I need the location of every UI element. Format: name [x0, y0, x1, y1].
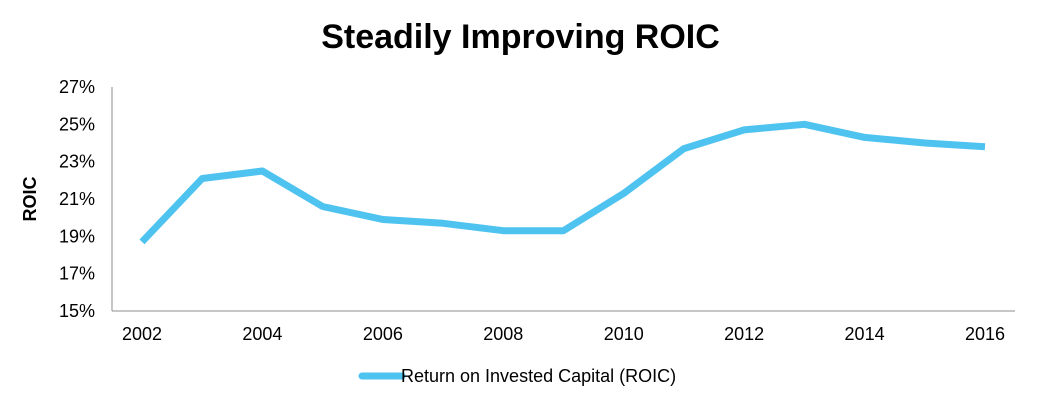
x-tick-labels: 2002 2004 2006 2008 2010 2012 2014 2016: [122, 324, 1005, 344]
y-tick-label: 15%: [59, 301, 95, 321]
y-tick-label: 27%: [59, 77, 95, 97]
x-tick-label: 2004: [242, 324, 282, 344]
x-tick-label: 2012: [724, 324, 764, 344]
y-tick-label: 17%: [59, 264, 95, 284]
x-tick-label: 2016: [965, 324, 1005, 344]
y-tick-label: 19%: [59, 226, 95, 246]
series-line: [139, 120, 986, 245]
y-axis-label: ROIC: [20, 176, 40, 221]
y-tick-label: 25%: [59, 114, 95, 134]
x-tick-label: 2014: [845, 324, 885, 344]
x-tick-label: 2002: [122, 324, 162, 344]
x-tick-label: 2008: [483, 324, 523, 344]
y-tick-label: 21%: [59, 189, 95, 209]
y-tick-labels: 15% 17% 19% 21% 23% 25% 27%: [59, 77, 95, 321]
y-tick-label: 23%: [59, 152, 95, 172]
series-layer: [139, 120, 986, 245]
x-tick-label: 2006: [363, 324, 403, 344]
legend-label: Return on Invested Capital (ROIC): [401, 366, 676, 386]
legend: Return on Invested Capital (ROIC): [358, 366, 676, 386]
x-tick-label: 2010: [604, 324, 644, 344]
chart-title: Steadily Improving ROIC: [321, 18, 720, 56]
